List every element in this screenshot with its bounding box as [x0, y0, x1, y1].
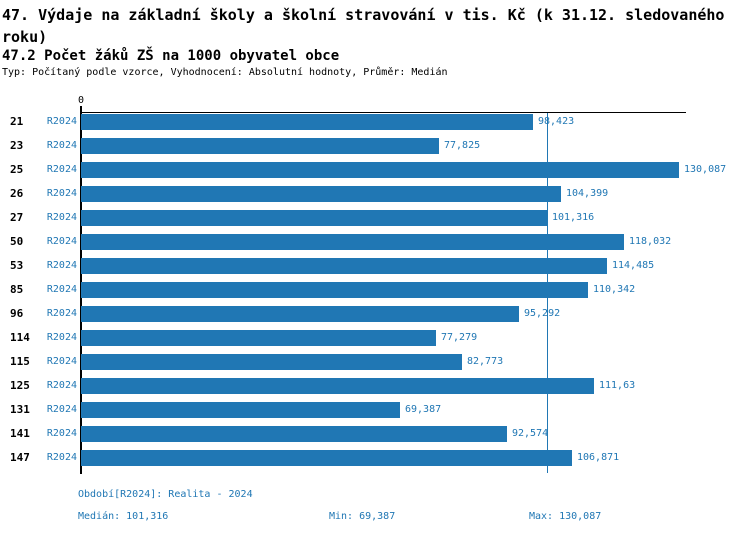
value-label: 110,342 — [593, 284, 636, 295]
chart-subtitle: 47.2 Počet žáků ZŠ na 1000 obyvatel obce — [2, 48, 340, 64]
series-label: R2024 — [46, 452, 77, 463]
value-label: 82,773 — [467, 356, 504, 367]
series-label: R2024 — [46, 236, 77, 247]
series-label: R2024 — [46, 428, 77, 439]
series-label: R2024 — [46, 380, 77, 391]
chart-row: 141 R2024 92,574 — [0, 426, 750, 442]
chart-row: 25 R2024 130,087 — [0, 162, 750, 178]
category-label: 23 — [10, 139, 24, 152]
value-label: 69,387 — [405, 404, 442, 415]
category-label: 53 — [10, 259, 24, 272]
chart-row: 53 R2024 114,485 — [0, 258, 750, 274]
x-axis-top-line — [81, 112, 686, 113]
category-label: 50 — [10, 235, 24, 248]
chart-row: 21 R2024 98,423 — [0, 114, 750, 130]
chart-row: 115 R2024 82,773 — [0, 354, 750, 370]
median-stat: Medián: 101,316 — [78, 511, 169, 522]
category-label: 131 — [10, 403, 30, 416]
category-label: 85 — [10, 283, 24, 296]
chart-row: 50 R2024 118,032 — [0, 234, 750, 250]
bar — [81, 402, 400, 418]
chart-row: 131 R2024 69,387 — [0, 402, 750, 418]
series-label: R2024 — [46, 260, 77, 271]
series-label: R2024 — [46, 212, 77, 223]
bar — [81, 354, 462, 370]
series-label: R2024 — [46, 404, 77, 415]
category-label: 147 — [10, 451, 30, 464]
series-label: R2024 — [46, 116, 77, 127]
chart-row: 23 R2024 77,825 — [0, 138, 750, 154]
value-label: 77,279 — [441, 332, 478, 343]
category-label: 27 — [10, 211, 24, 224]
chart-row: 114 R2024 77,279 — [0, 330, 750, 346]
bar — [81, 378, 594, 394]
chart-row: 96 R2024 95,292 — [0, 306, 750, 322]
bar — [81, 282, 588, 298]
series-label: R2024 — [46, 284, 77, 295]
period-legend: Období[R2024]: Realita - 2024 — [78, 489, 253, 500]
category-label: 114 — [10, 331, 30, 344]
bar — [81, 258, 607, 274]
max-stat: Max: 130,087 — [529, 511, 602, 522]
bar — [81, 450, 572, 466]
bar — [81, 138, 439, 154]
chart-row: 147 R2024 106,871 — [0, 450, 750, 466]
series-label: R2024 — [46, 356, 77, 367]
page-title: 47. Výdaje na základní školy a školní st… — [2, 6, 725, 46]
chart-meta-info: Typ: Počítaný podle vzorce, Vyhodnocení:… — [2, 67, 448, 78]
category-label: 125 — [10, 379, 30, 392]
category-label: 115 — [10, 355, 30, 368]
chart-row: 125 R2024 111,63 — [0, 378, 750, 394]
bar — [81, 162, 679, 178]
category-label: 96 — [10, 307, 24, 320]
value-label: 106,871 — [577, 452, 620, 463]
category-label: 26 — [10, 187, 24, 200]
bar — [81, 330, 436, 346]
series-label: R2024 — [46, 188, 77, 199]
value-label: 114,485 — [612, 260, 655, 271]
value-label: 130,087 — [684, 164, 727, 175]
category-label: 21 — [10, 115, 24, 128]
bar — [81, 210, 547, 226]
series-label: R2024 — [46, 140, 77, 151]
value-label: 95,292 — [524, 308, 561, 319]
bar — [81, 114, 533, 130]
category-label: 25 — [10, 163, 24, 176]
value-label: 98,423 — [538, 116, 575, 127]
series-label: R2024 — [46, 308, 77, 319]
bar — [81, 234, 624, 250]
bar — [81, 426, 507, 442]
value-label: 77,825 — [444, 140, 481, 151]
value-label: 92,574 — [512, 428, 549, 439]
category-label: 141 — [10, 427, 30, 440]
series-label: R2024 — [46, 332, 77, 343]
chart-row: 26 R2024 104,399 — [0, 186, 750, 202]
chart-row: 27 R2024 101,316 — [0, 210, 750, 226]
bar — [81, 186, 561, 202]
min-stat: Min: 69,387 — [329, 511, 396, 522]
value-label: 101,316 — [552, 212, 595, 223]
chart-row: 85 R2024 110,342 — [0, 282, 750, 298]
x-axis-zero-tick-label: 0 — [77, 95, 85, 106]
value-label: 118,032 — [629, 236, 672, 247]
value-label: 111,63 — [599, 380, 636, 391]
bar — [81, 306, 519, 322]
value-label: 104,399 — [566, 188, 609, 199]
series-label: R2024 — [46, 164, 77, 175]
